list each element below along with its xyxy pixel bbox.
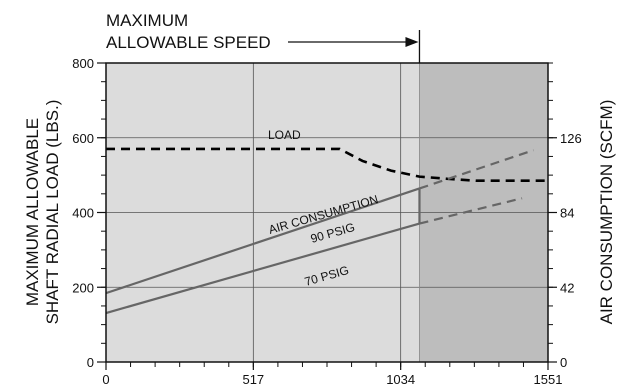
y-left-tick-label: 800	[72, 56, 94, 71]
left-axis-title-line1: MAXIMUM ALLOWABLE	[23, 118, 42, 306]
max-speed-label-line2: ALLOWABLE SPEED	[106, 33, 271, 52]
x-tick-label: 0	[102, 372, 109, 387]
x-tick-label: 517	[242, 372, 264, 387]
y-right-tick-label: 126	[560, 131, 582, 146]
series-90-psig-extension	[419, 149, 534, 190]
series-90-psig	[105, 187, 420, 295]
x-tick-label: 1551	[534, 372, 563, 387]
right-axis-title: AIR CONSUMPTION (SCFM)	[597, 100, 616, 325]
y-right-tick-label: 84	[560, 206, 574, 221]
max-speed-label-line1: MAXIMUM	[106, 11, 188, 30]
max-speed-arrowhead	[405, 37, 419, 47]
y-right-tick-label: 0	[560, 355, 567, 370]
series-70-psig	[105, 222, 420, 315]
load-label: LOAD	[268, 128, 301, 142]
y-left-tick-label: 600	[72, 131, 94, 146]
axis-ticks: 0 517 1034 1551 0 200 400 600 800 0 42 84 126	[72, 56, 581, 387]
left-axis-title-line2: SHAFT RADIAL LOAD (LBS.)	[43, 100, 62, 325]
series-70-psig-extension	[419, 197, 523, 225]
x-tick-label: 1034	[386, 372, 415, 387]
grid	[106, 63, 548, 362]
y-left-tick-label: 0	[87, 355, 94, 370]
series-load	[106, 147, 548, 183]
series-layer	[105, 147, 548, 315]
y-right-tick-label: 42	[560, 280, 574, 295]
y-left-tick-label: 200	[72, 280, 94, 295]
y-left-tick-label: 400	[72, 206, 94, 221]
